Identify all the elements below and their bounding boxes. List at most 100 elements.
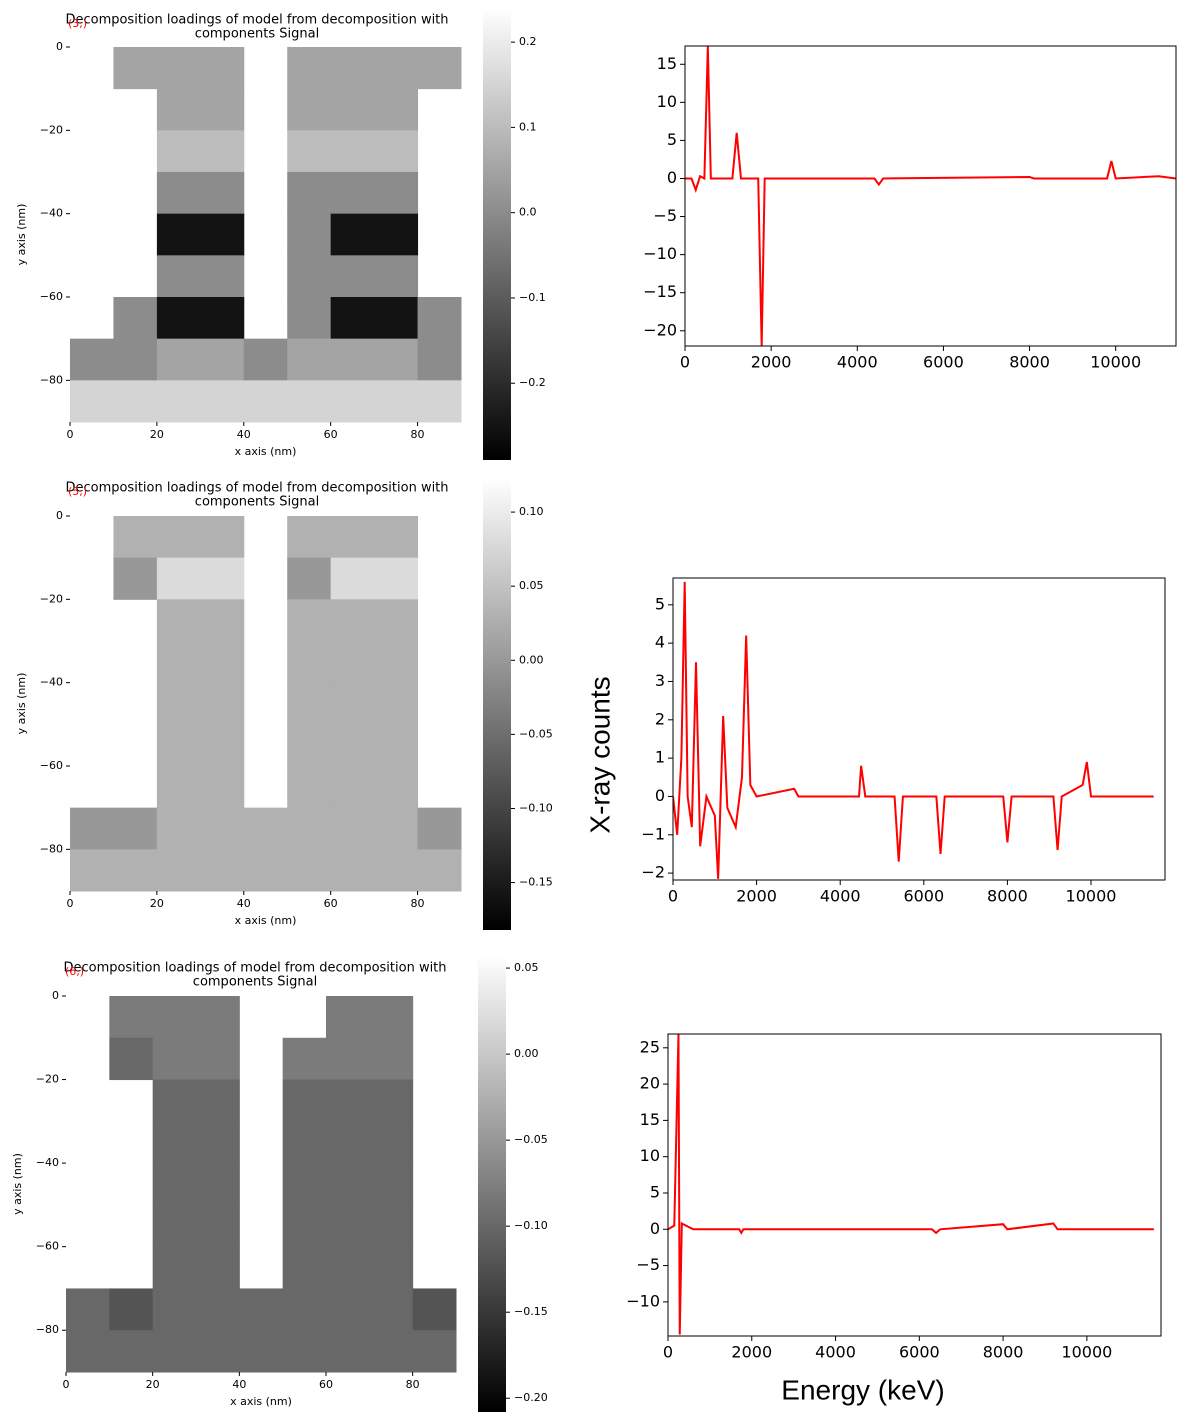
heat-cell <box>287 807 332 850</box>
y-tick-label: −40 <box>36 1156 59 1169</box>
x-tick-label: 2000 <box>731 1343 772 1362</box>
x-axis-label: x axis (nm) <box>235 445 297 458</box>
heat-cell <box>369 1246 414 1289</box>
y-tick-label: −5 <box>653 206 677 225</box>
colorbar-tick-label: −0.1 <box>519 291 546 304</box>
heat-cell <box>109 996 154 1039</box>
heat-cell <box>287 599 332 642</box>
heat-cell <box>156 557 201 600</box>
heat-cell <box>200 682 245 725</box>
heat-cell <box>109 1037 154 1081</box>
heat-cell <box>196 1163 240 1206</box>
heat-cell <box>200 557 245 600</box>
heat-cell <box>326 1246 370 1289</box>
heat-cell <box>156 599 201 642</box>
heat-cell <box>330 172 375 215</box>
colorbar-tick-label: −0.2 <box>519 376 546 389</box>
heat-cell <box>374 724 419 767</box>
heat-cell <box>369 1163 414 1206</box>
x-tick-label: 0 <box>668 887 678 906</box>
y-axis-label: y axis (nm) <box>15 673 28 735</box>
heat-cell <box>374 807 419 850</box>
colorbar-tick-label: 0.05 <box>519 579 544 592</box>
heat-cell <box>156 516 201 559</box>
heat-cell <box>200 255 245 298</box>
x-tick-label: 8000 <box>983 1343 1024 1362</box>
heat-cell <box>113 380 158 423</box>
heat-cell <box>287 255 332 298</box>
heat-cell <box>374 130 419 173</box>
y-tick-label: 0 <box>52 989 59 1002</box>
x-tick-label: 0 <box>63 1378 70 1391</box>
heat-cell <box>369 1121 414 1164</box>
heat-cell <box>156 255 201 298</box>
y-tick-label: 10 <box>640 1146 660 1165</box>
y-tick-label: 20 <box>640 1074 660 1093</box>
heat-cell <box>152 1163 197 1206</box>
x-tick-label: 60 <box>324 897 338 910</box>
heat-cell <box>200 766 245 809</box>
y-tick-label: −80 <box>40 373 63 386</box>
x-tick-label: 60 <box>319 1378 333 1391</box>
heat-cell <box>196 1288 240 1331</box>
heat-cell <box>330 213 375 256</box>
y-tick-label: 0 <box>650 1219 660 1238</box>
chart-title: components Signal <box>195 495 319 510</box>
y-tick-label: −15 <box>643 282 677 301</box>
heat-cell <box>152 1079 197 1122</box>
heat-cell <box>152 1246 197 1289</box>
heat-cell <box>287 338 332 381</box>
heat-cell <box>156 88 201 131</box>
heat-cell <box>196 1330 240 1373</box>
y-tick-label: 1 <box>655 748 665 767</box>
heat-cell <box>326 1288 370 1331</box>
colorbar <box>483 8 511 460</box>
colorbar-tick-label: 0.05 <box>514 961 539 974</box>
x-tick-label: 4000 <box>820 887 861 906</box>
spectrum-line <box>685 46 1176 346</box>
heat-cell <box>326 1204 370 1248</box>
x-tick-label: 80 <box>406 1378 420 1391</box>
heat-cell <box>326 1163 370 1206</box>
heat-cell <box>70 807 114 850</box>
y-tick-label: −20 <box>40 123 63 136</box>
heat-cell <box>152 1121 197 1164</box>
heat-cell <box>243 849 288 892</box>
y-tick-label: −10 <box>626 1291 660 1310</box>
heat-cell <box>200 516 245 559</box>
y-tick-label: −60 <box>40 759 63 772</box>
heat-cell <box>326 1330 370 1373</box>
heat-cell <box>417 849 462 892</box>
heat-cell <box>287 213 332 256</box>
heat-cell <box>152 1204 197 1248</box>
y-tick-label: 0 <box>56 509 63 522</box>
heat-cell <box>369 1330 414 1373</box>
y-tick-label: 3 <box>655 671 665 690</box>
colorbar-tick-label: −0.10 <box>514 1219 548 1232</box>
colorbar-tick-label: 0.0 <box>519 206 537 219</box>
heat-cell <box>70 380 114 423</box>
heat-cell <box>200 297 245 340</box>
heat-cell <box>200 47 245 90</box>
y-tick-label: −5 <box>636 1255 660 1274</box>
heat-cell <box>287 766 332 809</box>
heat-cell <box>330 297 375 340</box>
heat-cell <box>200 172 245 215</box>
heat-cell <box>156 682 201 725</box>
y-tick-label: 10 <box>657 92 677 111</box>
colorbar-tick-label: −0.20 <box>514 1391 548 1404</box>
heat-cell <box>330 641 375 684</box>
y-tick-label: 0 <box>655 786 665 805</box>
heat-cell <box>374 297 419 340</box>
heat-cell <box>200 599 245 642</box>
heat-cell <box>412 1288 457 1331</box>
heat-cell <box>287 849 332 892</box>
chart-title: Decomposition loadings of model from dec… <box>65 13 448 28</box>
heat-cell <box>287 557 332 600</box>
heat-cell <box>152 1330 197 1373</box>
heat-cell <box>156 47 201 90</box>
y-tick-label: 2 <box>655 709 665 728</box>
heat-cell <box>417 297 462 340</box>
y-tick-label: −40 <box>40 207 63 220</box>
